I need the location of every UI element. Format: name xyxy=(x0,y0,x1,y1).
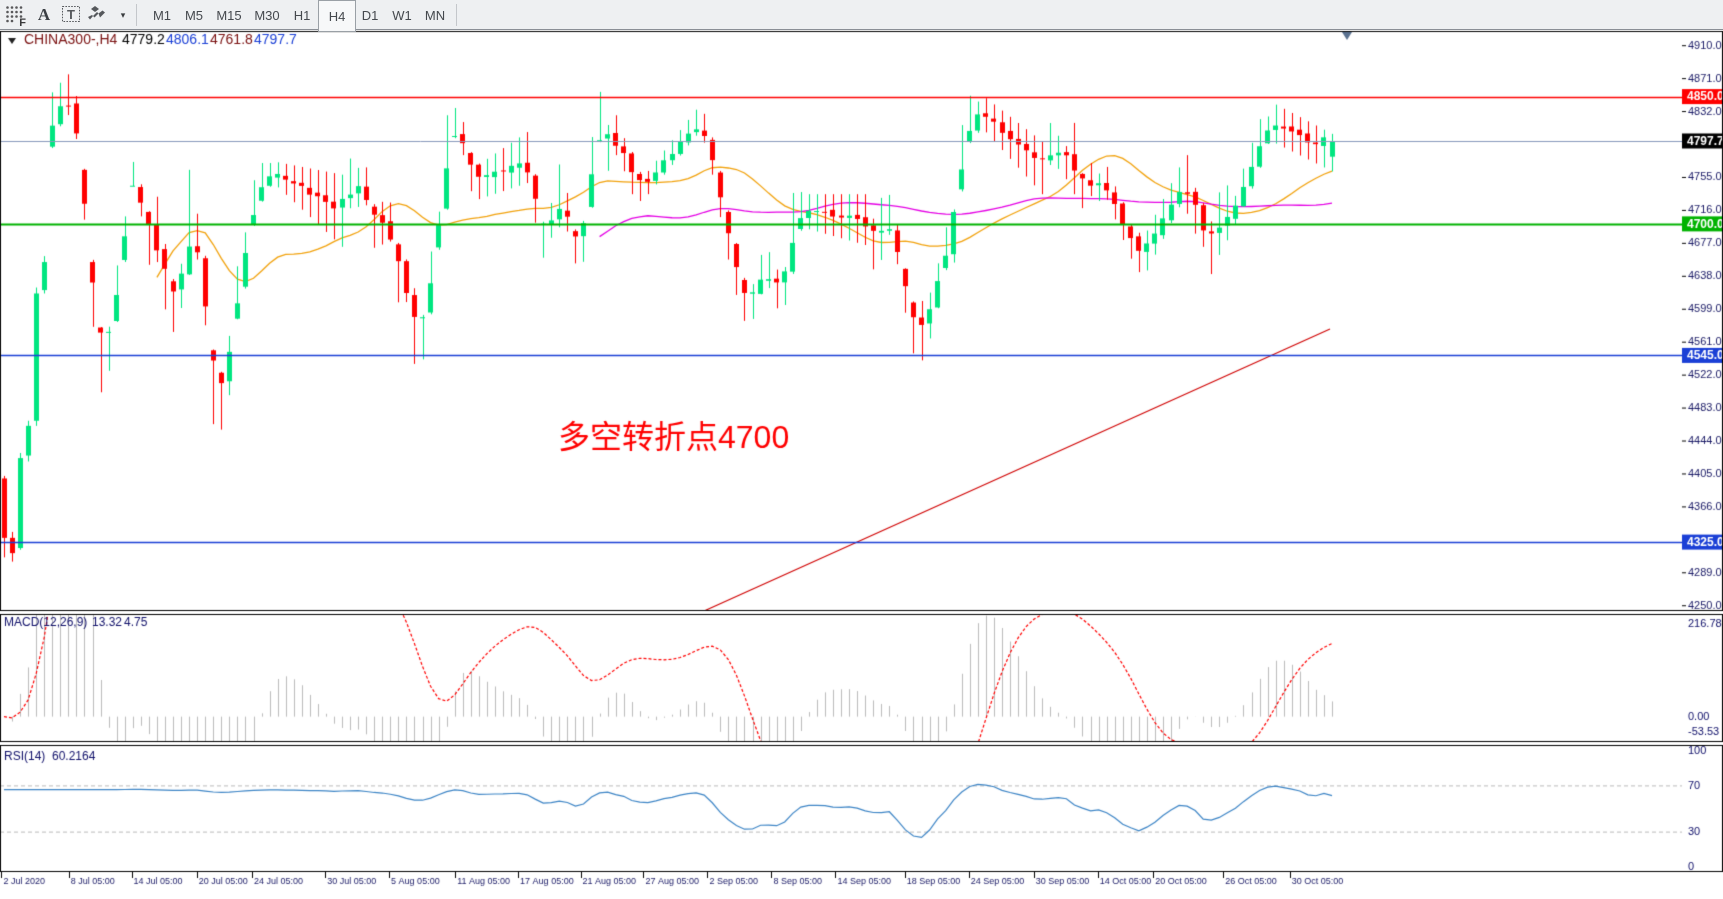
svg-text:F: F xyxy=(19,17,26,26)
svg-text:T: T xyxy=(67,7,75,22)
